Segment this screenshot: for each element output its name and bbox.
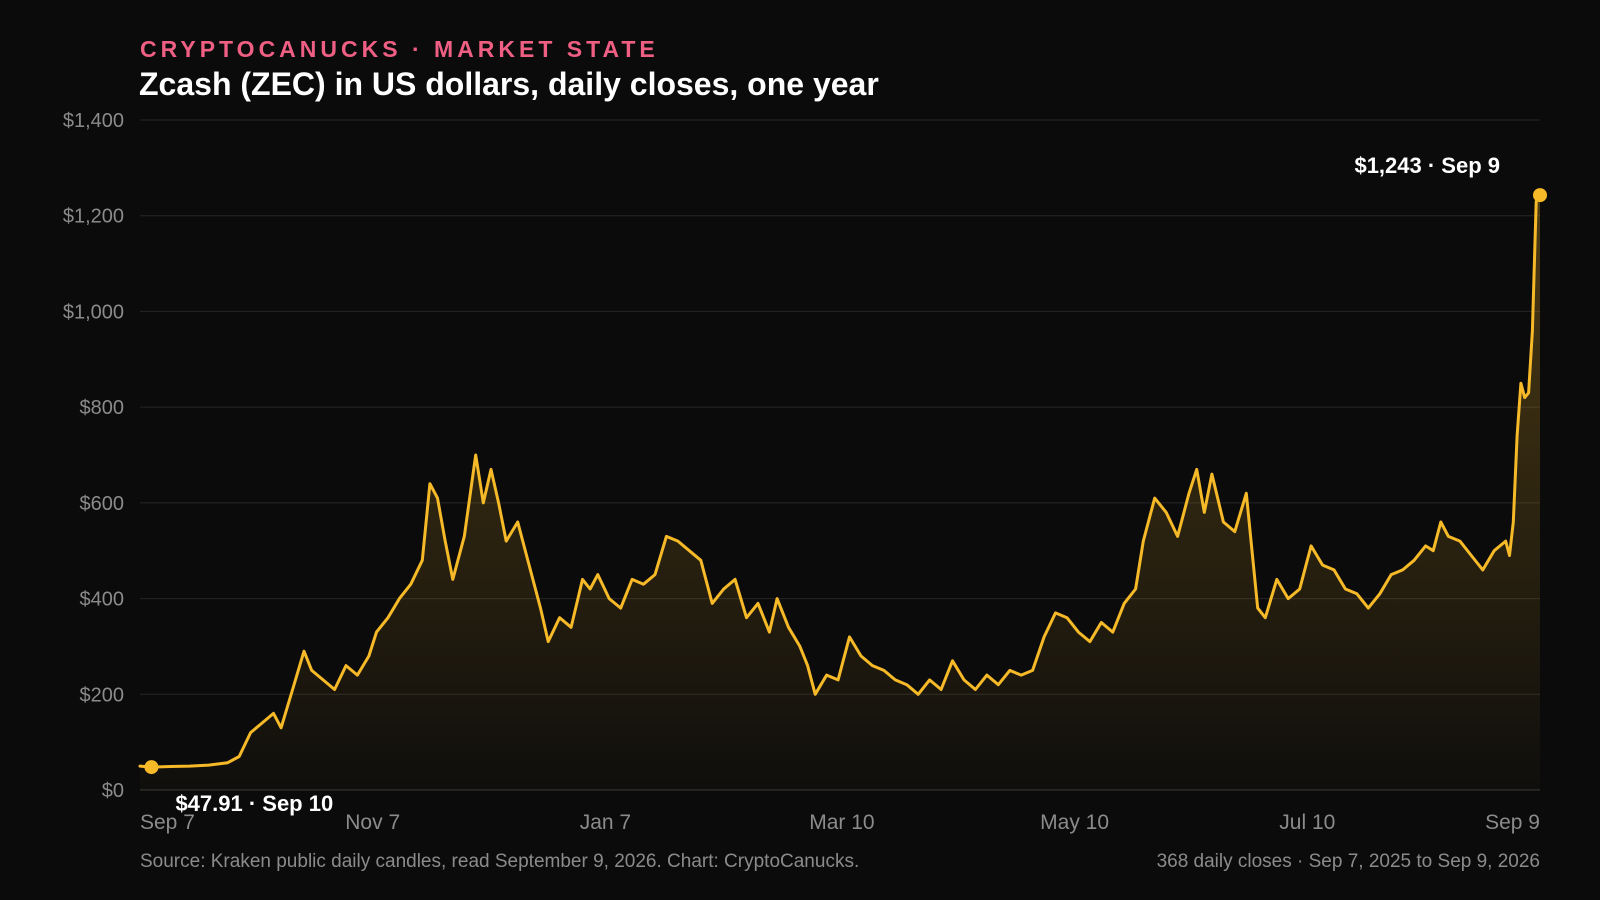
- end-value-label: $1,243 · Sep 9: [1354, 153, 1500, 178]
- price-line: [138, 193, 1542, 769]
- x-tick-label: Mar 10: [809, 811, 874, 834]
- start-value-label: $47.91 · Sep 10: [175, 791, 333, 816]
- x-tick-label: Jul 10: [1279, 811, 1335, 834]
- x-tick-label: May 10: [1040, 811, 1109, 834]
- y-tick-label: $600: [80, 493, 125, 515]
- y-tick-label: $1,400: [63, 110, 124, 132]
- range-note: 368 daily closes · Sep 7, 2025 to Sep 9,…: [1156, 851, 1540, 872]
- x-tick-label: Sep 9: [1485, 811, 1540, 834]
- price-area: [140, 195, 1540, 791]
- x-tick-label: Sep 7: [140, 811, 195, 834]
- y-tick-label: $200: [80, 684, 125, 706]
- y-tick-label: $400: [80, 589, 125, 611]
- start-point-marker: [144, 760, 159, 775]
- y-tick-label: $1,200: [63, 206, 124, 228]
- y-tick-label: $800: [80, 397, 125, 419]
- x-tick-label: Jan 7: [580, 811, 631, 834]
- source-note: Source: Kraken public daily candles, rea…: [140, 851, 860, 872]
- end-point-marker: [1533, 188, 1547, 203]
- y-tick-label: $0: [102, 780, 124, 802]
- y-tick-label: $1,000: [63, 301, 124, 323]
- chart-title: Zcash (ZEC) in US dollars, daily closes,…: [139, 66, 879, 102]
- x-tick-label: Nov 7: [345, 811, 400, 834]
- kicker: CRYPTOCANUCKS · MARKET STATE: [140, 36, 659, 62]
